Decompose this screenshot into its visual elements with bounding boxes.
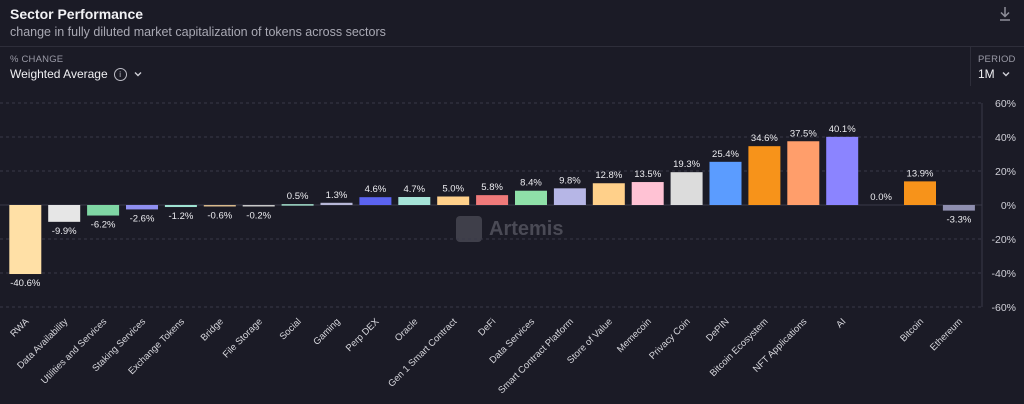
data-label: 5.8%: [481, 182, 503, 193]
data-label: -3.3%: [946, 215, 971, 226]
bar: [126, 205, 158, 210]
bar: [787, 141, 820, 205]
x-tick-label: Social: [278, 316, 304, 342]
bar: [437, 196, 470, 205]
bar: [553, 188, 586, 205]
y-tick-label: 60%: [995, 98, 1016, 110]
info-icon[interactable]: i: [113, 67, 127, 81]
data-label: -2.6%: [130, 213, 155, 224]
bar: [592, 183, 625, 205]
bar: [281, 204, 314, 206]
x-tick-label: Bridge: [199, 316, 226, 343]
page-subtitle: change in fully diluted market capitaliz…: [10, 25, 386, 39]
y-tick-label: -40%: [991, 268, 1016, 280]
change-value: Weighted Average: [10, 67, 108, 81]
data-label: -0.2%: [246, 211, 271, 222]
x-tick-label: Oracle: [393, 316, 421, 344]
chevron-down-icon: [1002, 72, 1010, 77]
bar: [164, 205, 197, 208]
x-tick-label: Ethereum: [928, 316, 965, 353]
period-select[interactable]: 1M: [978, 67, 1011, 81]
bar: [631, 182, 664, 205]
y-tick-label: -60%: [991, 302, 1016, 314]
data-label: 1.3%: [326, 190, 348, 201]
change-select[interactable]: Weighted Average i: [10, 67, 143, 81]
chevron-down-icon: [134, 72, 142, 77]
change-label: % CHANGE: [10, 54, 64, 65]
bar: [826, 136, 859, 205]
data-label: -6.2%: [91, 220, 116, 231]
bar: [398, 197, 431, 205]
x-tick-label: Gen 1 Smart Contract: [386, 316, 459, 389]
bar: [670, 172, 703, 205]
data-label: 9.8%: [559, 175, 581, 186]
watermark-text: Artemis: [489, 217, 564, 240]
header-divider: [0, 46, 1024, 47]
x-tick-label: DeFi: [476, 316, 498, 338]
data-label: 40.1%: [829, 124, 856, 135]
y-tick-label: -20%: [991, 234, 1016, 246]
data-label: 19.3%: [673, 159, 700, 170]
bar: [904, 181, 936, 205]
data-label: 4.6%: [365, 184, 387, 195]
y-tick-label: 0%: [1001, 200, 1016, 212]
data-label: -40.6%: [10, 278, 41, 289]
watermark: Artemis: [456, 216, 563, 242]
data-label: 8.4%: [520, 178, 542, 189]
x-tick-label: Privacy Coin: [647, 316, 692, 361]
x-tick-label: Memecoin: [615, 316, 654, 355]
bar: [87, 205, 120, 216]
bar: [709, 161, 742, 205]
bar: [242, 205, 275, 207]
period-divider: [970, 46, 971, 86]
bar: [515, 190, 547, 205]
data-label: 37.5%: [790, 128, 817, 139]
y-tick-label: 20%: [995, 166, 1016, 178]
data-label: -1.2%: [168, 211, 193, 222]
x-tick-label: DePIN: [704, 316, 732, 344]
x-tick-label: Perp DEX: [344, 316, 382, 354]
x-tick-label: Smart Contract Platform: [496, 316, 576, 396]
x-tick-label: Utilities and Services: [39, 316, 109, 386]
bar: [9, 205, 42, 275]
data-label: 4.7%: [403, 184, 425, 195]
data-label: 25.4%: [712, 149, 739, 160]
data-label: 13.9%: [907, 168, 934, 179]
bar: [942, 205, 975, 211]
bar-chart: 60%40%20%0%-20%-40%-60%-40.6%RWA-9.9%Dat…: [0, 98, 1016, 396]
bar: [476, 195, 509, 205]
bar: [359, 197, 392, 205]
page-title: Sector Performance: [10, 6, 144, 22]
data-label: 12.8%: [595, 170, 622, 181]
bar: [320, 202, 353, 205]
bar: [48, 205, 81, 222]
bar: [748, 146, 781, 205]
data-label: -9.9%: [52, 226, 77, 237]
data-label: 5.0%: [442, 184, 464, 195]
artemis-logo-icon: [456, 216, 482, 242]
download-icon[interactable]: [998, 6, 1012, 22]
x-tick-label: Gaming: [311, 316, 342, 347]
data-label: 13.5%: [634, 169, 661, 180]
data-label: 34.6%: [751, 133, 778, 144]
period-value: 1M: [978, 67, 995, 81]
bar: [203, 205, 236, 207]
data-label: 0.5%: [287, 191, 309, 202]
data-label: 0.0%: [870, 192, 892, 203]
data-label: -0.6%: [207, 211, 232, 222]
y-tick-label: 40%: [995, 132, 1016, 144]
x-tick-label: File Storage: [221, 316, 265, 360]
x-tick-label: RWA: [8, 316, 32, 340]
period-label: PERIOD: [978, 54, 1016, 65]
x-tick-label: Bitcoin: [898, 316, 926, 344]
x-tick-label: AI: [834, 316, 848, 330]
